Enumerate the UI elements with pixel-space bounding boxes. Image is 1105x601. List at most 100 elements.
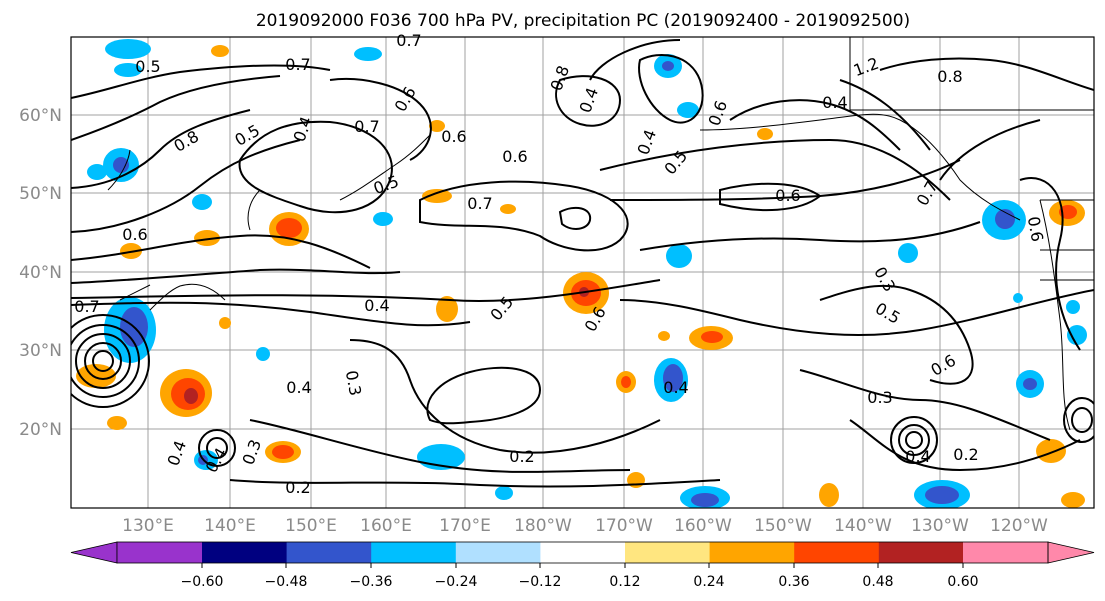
figure-title: 2019092000 F036 700 hPa PV, precipitatio… <box>256 11 910 31</box>
lon-tick-label: 120°W <box>990 516 1048 536</box>
contour-label: 0.7 <box>467 194 492 213</box>
precip-patch <box>662 61 674 71</box>
colorbar-tick-label: 0.12 <box>609 574 640 590</box>
contour-label: 0.2 <box>509 447 534 466</box>
precip-patch <box>500 204 516 214</box>
precipitation-shading <box>76 39 1087 508</box>
precip-patch <box>354 47 382 61</box>
colorbar-tick-label: −0.60 <box>181 574 224 590</box>
contour-label: 0.6 <box>441 127 466 146</box>
precip-patch <box>192 194 212 210</box>
contour-label: 0.4 <box>663 378 688 397</box>
pv-contours <box>71 39 1094 488</box>
precip-patch <box>429 120 445 132</box>
colorbar-tick-label: −0.36 <box>350 574 393 590</box>
precip-patch <box>1061 492 1085 508</box>
contour-label: 0.4 <box>364 296 389 315</box>
contour-label: 0.7 <box>396 31 421 50</box>
lon-tick-label: 160°W <box>674 516 732 536</box>
contour-label: 0.6 <box>775 186 800 205</box>
colorbar-segment <box>794 542 880 563</box>
precip-patch <box>422 189 452 203</box>
precip-patch <box>495 486 513 500</box>
lon-tick-label: 170°E <box>439 516 491 536</box>
lon-tick-label: 130°E <box>122 516 174 536</box>
colorbar-segment <box>202 542 288 563</box>
precip-patch <box>666 244 692 268</box>
precip-patch <box>436 296 458 322</box>
latitude-ticks: 60°N 50°N 40°N 30°N 20°N <box>19 106 62 440</box>
contour-label: 0.4 <box>286 378 311 397</box>
colorbar-frame <box>116 541 1049 564</box>
lon-tick-label: 140°W <box>834 516 892 536</box>
contour-label: 0.7 <box>354 117 379 136</box>
colorbar-extend-left <box>70 541 118 564</box>
precip-patch <box>87 164 107 180</box>
contour-label: 0.8 <box>937 67 962 86</box>
precip-patch <box>373 212 393 226</box>
graticule <box>71 37 1094 508</box>
contour-label: 0.7 <box>74 297 99 316</box>
precip-patch <box>995 209 1015 229</box>
precip-patch <box>194 230 220 246</box>
colorbar-tick-label: 0.60 <box>947 574 978 590</box>
precip-patch <box>1066 300 1080 314</box>
precip-patch <box>1059 205 1077 219</box>
lon-tick-label: 170°W <box>595 516 653 536</box>
contour-label: 0.6 <box>122 225 147 244</box>
lon-tick-label: 150°W <box>754 516 812 536</box>
precip-patch <box>219 317 231 329</box>
colorbar-ticks: −0.60 −0.48 −0.36 −0.24 −0.12 0.12 0.24 … <box>181 574 979 590</box>
colorbar-segment <box>117 542 202 563</box>
colorbar-tick-label: −0.24 <box>435 574 478 590</box>
precip-patch <box>1023 378 1037 390</box>
contour-label: 0.4 <box>905 447 930 466</box>
colorbar-segment <box>371 542 457 563</box>
map-frame <box>70 36 1095 509</box>
precip-patch <box>898 243 918 263</box>
precip-patch <box>819 483 839 507</box>
lon-tick-label: 140°E <box>204 516 256 536</box>
coastlines <box>107 37 1094 431</box>
lon-tick-label: 160°E <box>360 516 412 536</box>
lat-tick-label: 50°N <box>19 184 62 204</box>
lon-tick-label: 150°E <box>285 516 337 536</box>
precip-patch <box>658 331 670 341</box>
precip-patch <box>1067 325 1087 345</box>
lat-tick-label: 20°N <box>19 420 62 440</box>
precip-patch <box>691 493 719 507</box>
contour-label: 0.6 <box>502 147 527 166</box>
precip-patch <box>184 388 198 404</box>
precip-patch <box>276 218 302 238</box>
longitude-ticks: 130°E 140°E 150°E 160°E 170°E 180°W 170°… <box>122 516 1048 536</box>
colorbar-tick-label: 0.48 <box>862 574 893 590</box>
colorbar <box>70 541 1095 568</box>
contour-label: 0.5 <box>135 57 160 76</box>
lat-tick-label: 30°N <box>19 341 62 361</box>
lat-tick-label: 60°N <box>19 106 62 126</box>
precip-patch <box>114 63 142 77</box>
precip-patch <box>211 45 229 57</box>
colorbar-tick-label: 0.24 <box>693 574 724 590</box>
precip-patch <box>107 416 127 430</box>
precip-patch <box>1036 439 1066 463</box>
precip-patch <box>105 39 151 59</box>
precip-patch <box>113 157 129 173</box>
colorbar-tick-label: −0.48 <box>265 574 308 590</box>
contour-label: 0.4 <box>822 93 847 112</box>
closed-contours <box>71 314 1094 467</box>
lat-tick-label: 40°N <box>19 263 62 283</box>
lon-tick-label: 180°W <box>514 516 572 536</box>
colorbar-segment <box>540 542 626 563</box>
precip-patch <box>621 376 631 388</box>
colorbar-segment <box>455 542 541 563</box>
precip-patch <box>663 364 683 392</box>
precip-patch <box>677 102 699 118</box>
colorbar-segment <box>286 542 372 563</box>
colorbar-tick-label: −0.12 <box>519 574 562 590</box>
contour-label: 0.2 <box>285 478 310 497</box>
colorbar-tick-label: 0.36 <box>778 574 809 590</box>
contour-label: 0.6 <box>1024 215 1047 243</box>
precip-patch <box>925 486 959 504</box>
colorbar-extend-right <box>1047 541 1095 564</box>
